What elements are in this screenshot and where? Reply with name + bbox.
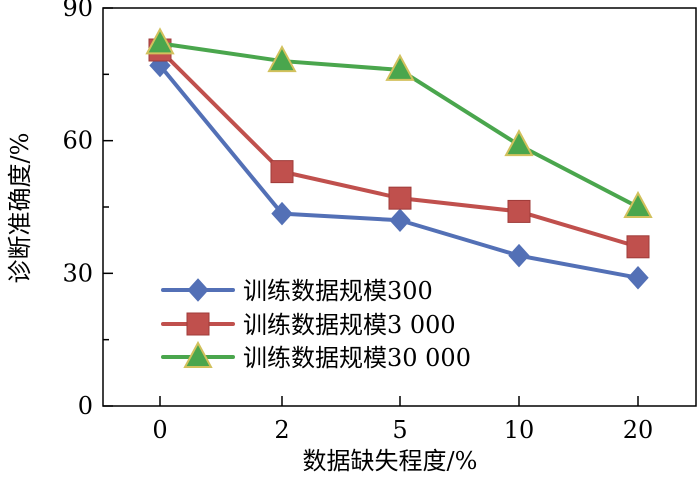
x-tick-label: 0 (152, 416, 167, 444)
legend-marker-1 (187, 278, 209, 302)
series-1-point-2 (271, 201, 293, 226)
series-2-point-4 (507, 199, 531, 223)
legend-marker-3 (183, 340, 213, 368)
series-3-point-4 (504, 128, 534, 157)
x-tick-label: 20 (623, 416, 654, 444)
legend-label-2: 训练数据规模3 000 (243, 311, 456, 339)
legend-marker-2 (186, 312, 210, 336)
x-tick-label: 10 (504, 416, 535, 444)
series-1-point-4 (508, 243, 530, 268)
y-tick-label: 30 (62, 259, 93, 287)
x-tick-label: 2 (274, 416, 289, 444)
series-1-point-5 (627, 266, 649, 290)
series-3-point-3 (385, 53, 415, 81)
series-2-point-2 (270, 160, 294, 184)
series-3-point-5 (623, 190, 653, 218)
series-1-point-1 (149, 53, 171, 78)
series-2-point-5 (626, 235, 650, 259)
x-tick-label: 5 (392, 416, 407, 444)
y-axis-label: 诊断准确度/% (6, 133, 34, 284)
y-axis-ticks: 0 30 60 90 (62, 0, 113, 420)
legend: 训练数据规模300 训练数据规模3 000 训练数据规模30 000 (161, 277, 471, 372)
y-tick-label: 0 (78, 392, 93, 420)
legend-label-3: 训练数据规模30 000 (243, 344, 471, 372)
y-tick-label: 60 (62, 127, 93, 155)
series-2-point-3 (388, 186, 412, 210)
x-axis-label: 数据缺失程度/% (303, 447, 478, 475)
series-3-point-1 (145, 27, 175, 55)
x-axis-ticks: 0 2 5 10 20 (152, 396, 653, 444)
series-layer (145, 27, 653, 290)
series-3-point-2 (267, 44, 297, 73)
legend-label-1: 训练数据规模300 (243, 277, 433, 305)
y-tick-label: 90 (62, 0, 93, 22)
series-1-point-3 (389, 208, 411, 233)
